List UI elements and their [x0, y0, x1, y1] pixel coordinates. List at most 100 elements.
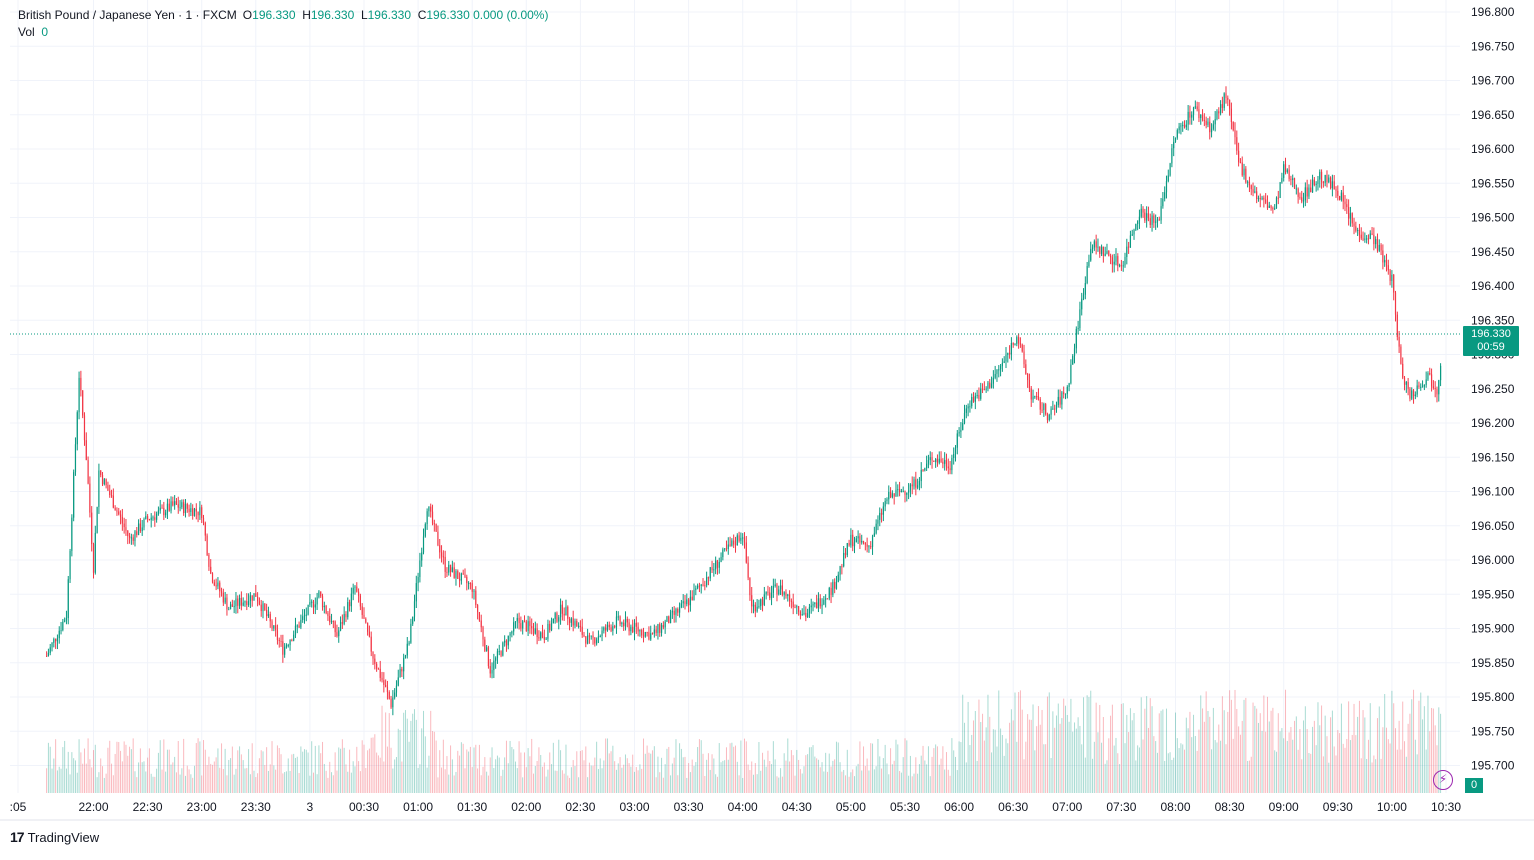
volume-bar	[909, 755, 911, 793]
tradingview-logo[interactable]: 17 TradingView	[10, 829, 99, 845]
volume-bar	[843, 769, 845, 793]
volume-bar	[444, 769, 446, 793]
volume-bar	[69, 774, 71, 793]
volume-bar	[1247, 760, 1249, 793]
candle-body	[1373, 234, 1375, 245]
volume-bar	[711, 754, 713, 793]
candle-body	[356, 586, 358, 592]
y-tick-label: 196.800	[1471, 5, 1515, 19]
volume-bar	[1037, 706, 1039, 793]
volume-bar	[174, 756, 176, 793]
candle-body	[597, 636, 600, 640]
volume-bar	[1418, 700, 1420, 793]
candle-body	[989, 382, 991, 388]
open-value: 196.330	[252, 8, 296, 22]
volume-bar	[904, 738, 906, 793]
candle-body	[953, 453, 955, 458]
candle-body	[1160, 206, 1162, 221]
candle-body	[1414, 394, 1416, 397]
candle-body	[1218, 111, 1220, 114]
candle-body	[1041, 409, 1043, 411]
candle-body	[376, 663, 378, 669]
candle-body	[451, 567, 453, 572]
candle-body	[635, 622, 637, 627]
volume-bar	[709, 769, 711, 793]
candle-body	[727, 544, 729, 549]
volume-bar	[441, 767, 443, 793]
x-tick-label: 09:00	[1269, 800, 1299, 814]
price-axis[interactable]: 196.800196.750196.700196.650196.600196.5…	[1471, 5, 1515, 773]
volume-bar	[1367, 739, 1369, 793]
volume-bar	[1205, 691, 1207, 793]
candle-body	[879, 512, 881, 520]
candle-body	[1400, 346, 1402, 364]
volume-bar	[148, 748, 150, 793]
candle-body	[814, 602, 816, 605]
candle-body	[327, 613, 329, 617]
volume-bar	[1025, 741, 1027, 793]
volume-bar	[1304, 706, 1306, 793]
x-tick-label: 09:30	[1323, 800, 1353, 814]
volume-bar	[1346, 738, 1348, 793]
candle-body	[285, 645, 288, 647]
volume-bar	[601, 768, 603, 793]
symbol-title[interactable]: British Pound / Japanese Yen · 1 · FXCM	[18, 8, 237, 22]
volume-bar	[652, 750, 654, 793]
volume-bar	[567, 775, 569, 793]
candle-body	[195, 508, 197, 512]
candle-body	[1207, 121, 1209, 125]
x-tick-label: 3	[307, 800, 314, 814]
candle-body	[891, 493, 893, 498]
volume-bar	[1216, 742, 1218, 793]
volume-bar	[64, 740, 66, 793]
candle-body	[1212, 124, 1214, 129]
candle-body	[556, 613, 558, 622]
candle-body	[653, 629, 655, 634]
volume-bar	[1083, 697, 1085, 793]
candle-body	[749, 577, 751, 596]
volume-bar	[758, 742, 760, 793]
volume-bar	[754, 763, 756, 793]
volume-bar	[372, 737, 374, 793]
volume-bar	[1182, 744, 1184, 793]
time-axis[interactable]: :05 22:00 22:30 23:00 23:30 3 00:30 01:00 01:30 0…	[10, 800, 1462, 814]
candle-body	[300, 619, 302, 628]
volume-bar	[78, 739, 80, 793]
candle-body	[1403, 377, 1406, 385]
volume-bar	[1376, 718, 1378, 793]
candle-body	[1008, 352, 1011, 355]
volume-bar	[605, 738, 607, 793]
candle-body	[1362, 238, 1364, 240]
candle-body	[374, 658, 376, 664]
x-tick-label: 03:00	[619, 800, 649, 814]
low-value: 196.330	[367, 8, 412, 22]
volume-bar	[756, 774, 758, 793]
volume-bar	[1108, 738, 1110, 793]
volume-bar	[91, 767, 93, 793]
volume-bar	[313, 772, 315, 793]
candle-body	[65, 618, 68, 621]
candle-body	[926, 463, 928, 469]
volume-bar	[334, 752, 336, 793]
volume-bar	[1407, 723, 1409, 793]
candle-body	[442, 556, 444, 558]
candle-body	[1344, 201, 1346, 205]
volume-bar	[424, 736, 426, 793]
volume-bar	[1212, 707, 1214, 793]
candle-body	[684, 601, 686, 605]
volume-bar	[275, 769, 277, 793]
volume-bar	[1191, 737, 1193, 793]
volume-bar	[1281, 728, 1283, 793]
candle-body	[996, 369, 998, 374]
volume-bar	[525, 767, 527, 793]
volume-bar	[1218, 724, 1220, 793]
candle-body	[936, 458, 939, 463]
candle-body	[1236, 137, 1238, 151]
lightning-icon[interactable]: ⚡	[1433, 770, 1453, 790]
open-label: O	[242, 8, 253, 22]
candle-body	[1420, 386, 1422, 388]
candle-body	[761, 599, 764, 605]
candle-body	[1259, 197, 1261, 200]
